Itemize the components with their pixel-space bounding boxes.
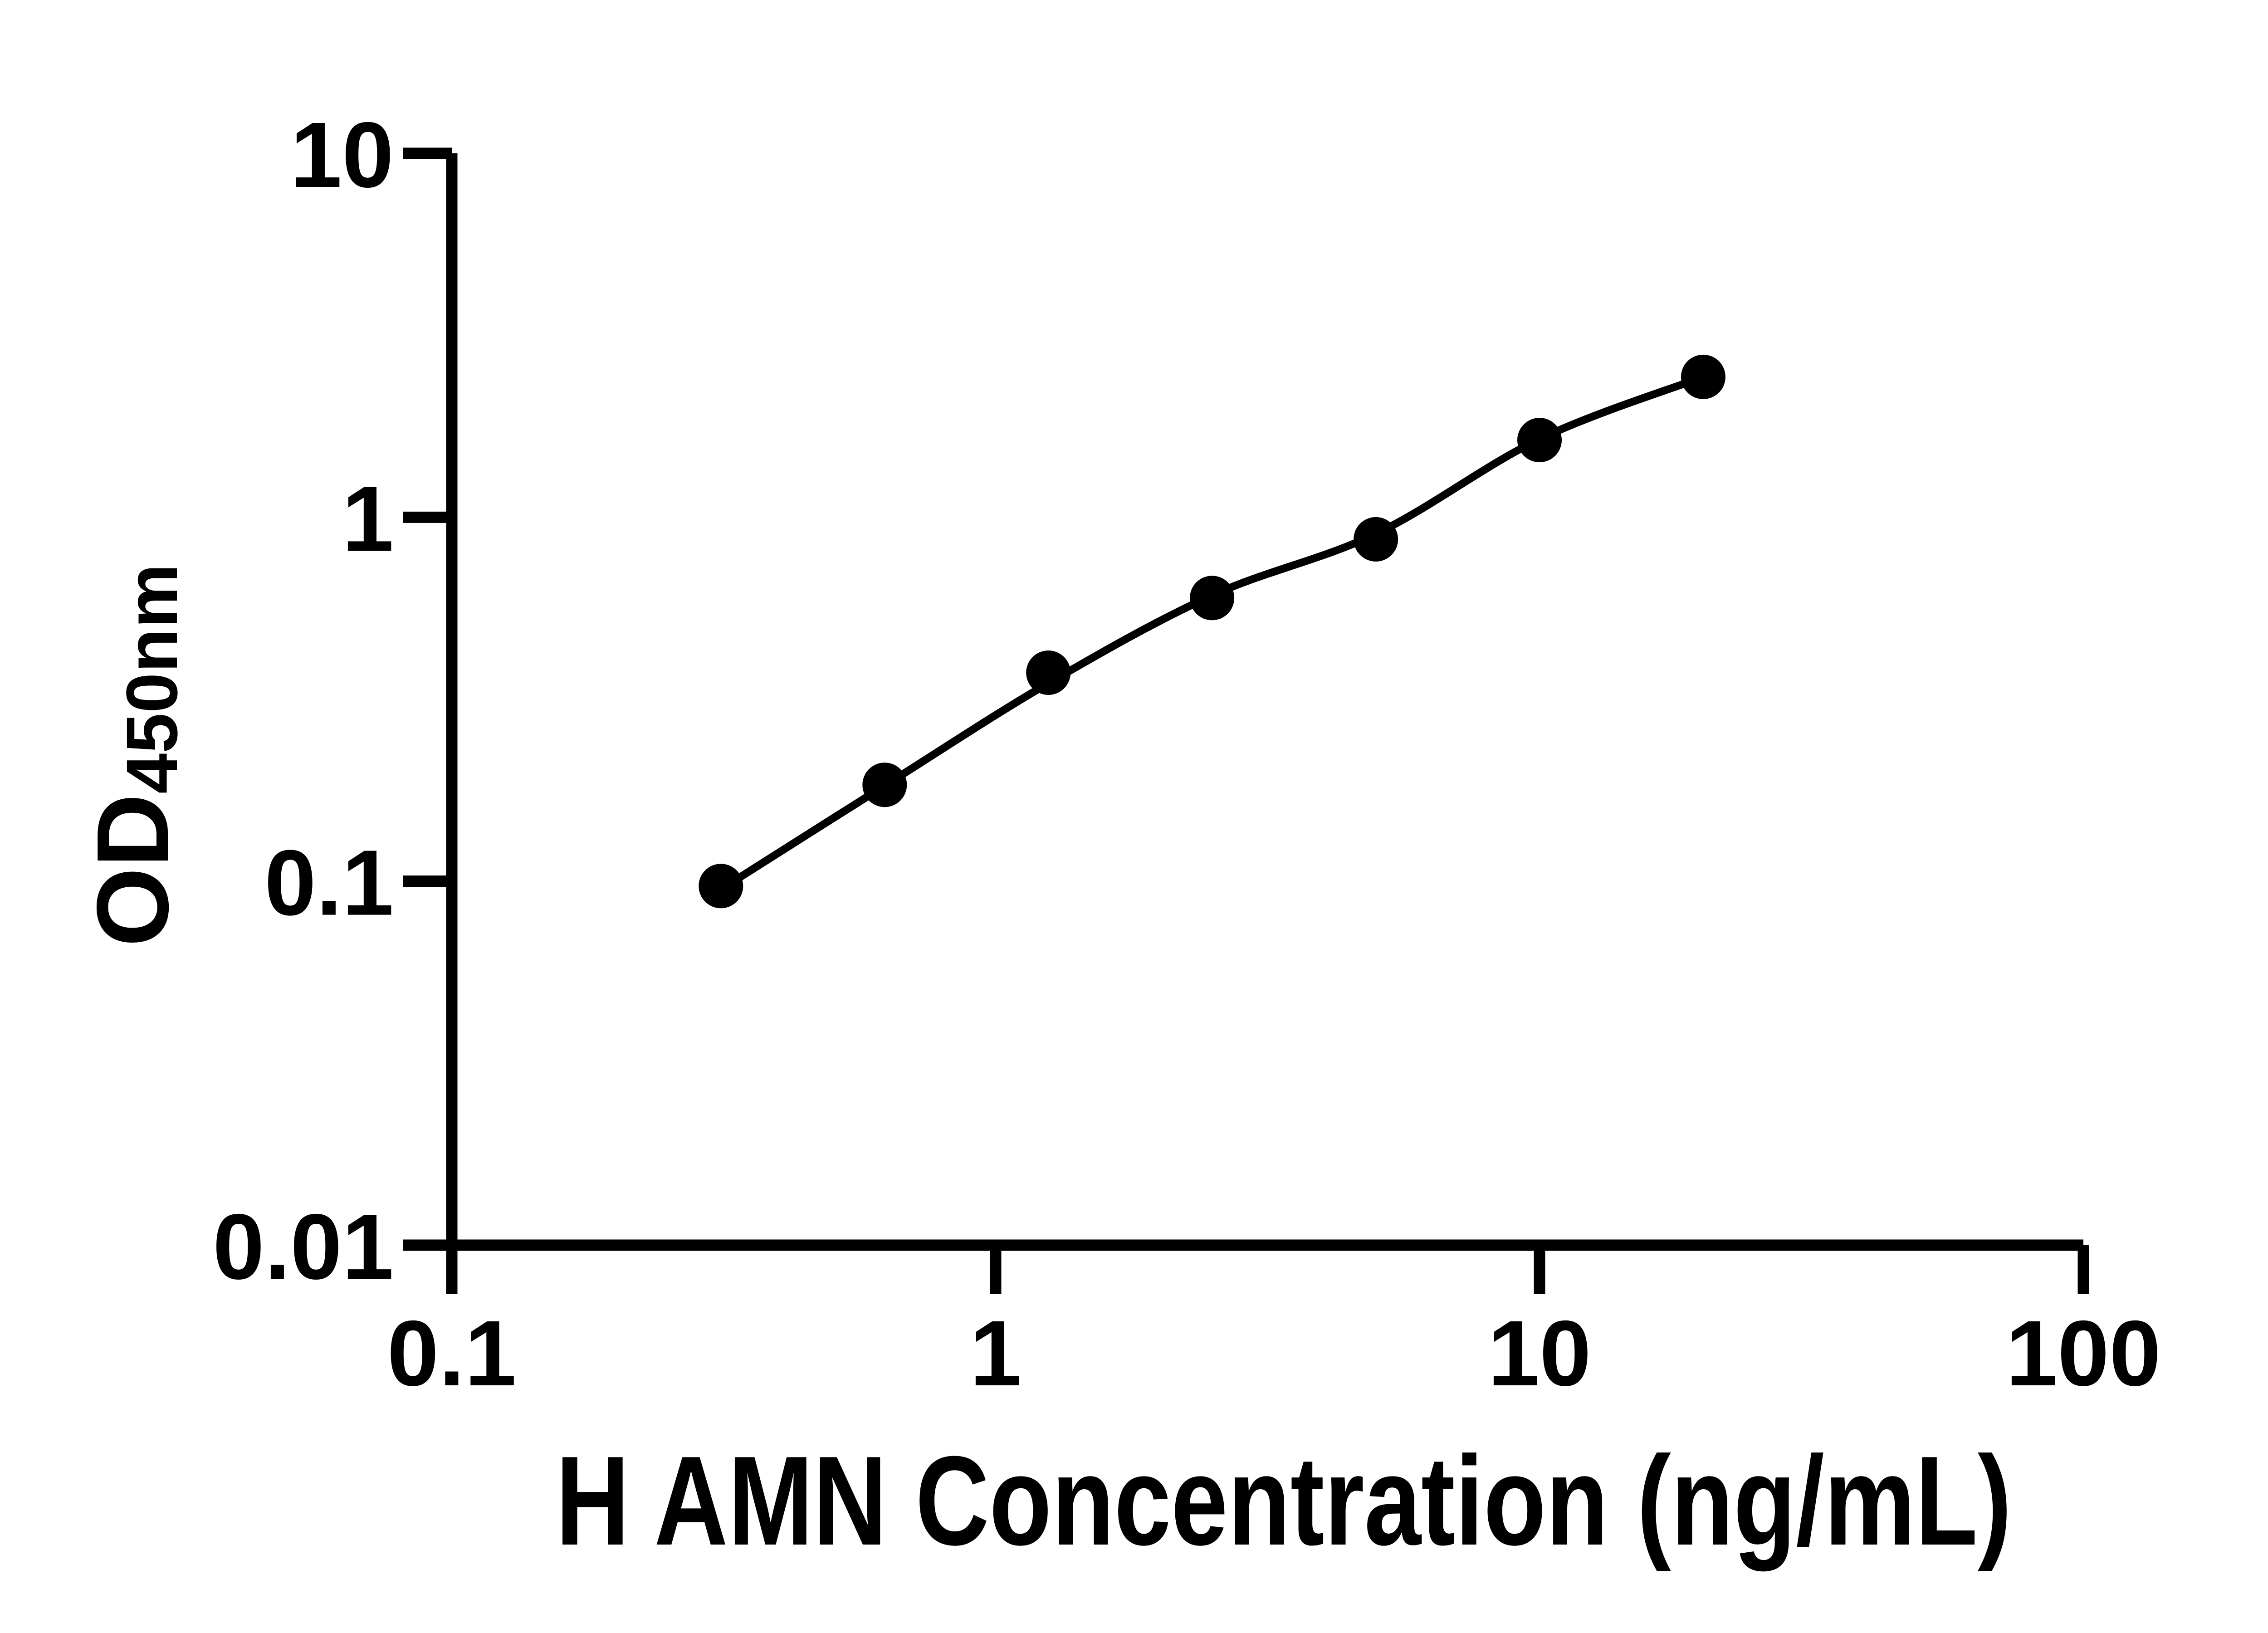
x-tick-label: 100: [2006, 1301, 2161, 1405]
y-axis-title-subscript: 450nm: [111, 564, 192, 794]
x-tick-label: 10: [1488, 1301, 1591, 1405]
data-point: [1681, 354, 1725, 399]
y-tick-label: 0.01: [213, 1195, 394, 1299]
data-point: [862, 763, 907, 807]
y-tick-label: 1: [342, 467, 394, 571]
data-point: [1026, 650, 1071, 695]
y-tick-label: 0.1: [264, 831, 394, 935]
data-point: [1190, 576, 1235, 621]
y-tick-label: 10: [290, 103, 394, 207]
data-point: [1517, 418, 1562, 463]
x-tick-label: 0.1: [387, 1301, 517, 1405]
data-point: [699, 864, 743, 909]
y-axis-title: OD450nm: [75, 564, 192, 947]
x-axis-title: H AMN Concentration (ng/mL): [556, 1430, 2012, 1572]
data-point: [1354, 517, 1398, 562]
y-axis-title-main: OD: [75, 794, 190, 947]
x-tick-label: 1: [970, 1301, 1022, 1405]
